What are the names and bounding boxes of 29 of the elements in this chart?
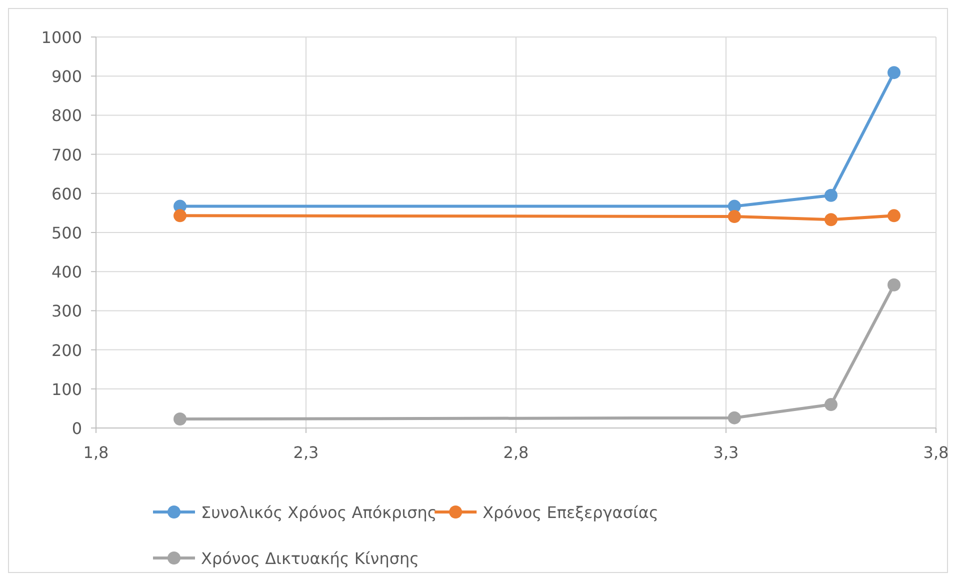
y-tick-label: 0 — [72, 419, 82, 438]
y-tick-label: 600 — [51, 184, 82, 204]
y-tick-label: 700 — [51, 145, 82, 164]
y-tick-label: 1000 — [41, 28, 82, 47]
x-tick-label: 3,8 — [923, 443, 949, 462]
point — [824, 188, 838, 202]
legend-label: Χρόνος Επεξεργασίας — [482, 503, 658, 522]
point — [174, 209, 186, 222]
y-tick-label: 900 — [51, 67, 82, 86]
x-tick-label: 1,8 — [83, 443, 109, 462]
legend-label: Χρόνος Δικτυακής Κίνησης — [201, 549, 420, 568]
point — [728, 411, 741, 424]
x-tick-label: 2,3 — [293, 443, 319, 462]
point — [888, 66, 900, 80]
legend-label: Συνολικός Χρόνος Απόκρισης — [201, 503, 437, 522]
y-tick-label: 100 — [51, 380, 82, 399]
x-tick-label: 2,8 — [503, 443, 529, 462]
point — [728, 210, 741, 223]
point — [824, 213, 838, 226]
y-tick-label: 800 — [51, 106, 82, 126]
y-tick-label: 500 — [51, 224, 82, 242]
y-tick-label: 400 — [51, 262, 82, 282]
point — [888, 209, 900, 222]
point — [888, 278, 900, 292]
y-tick-label: 300 — [51, 302, 82, 321]
point — [824, 398, 838, 412]
x-tick-label: 3,3 — [713, 443, 739, 462]
point — [174, 412, 186, 426]
y-tick-label: 200 — [51, 340, 82, 360]
